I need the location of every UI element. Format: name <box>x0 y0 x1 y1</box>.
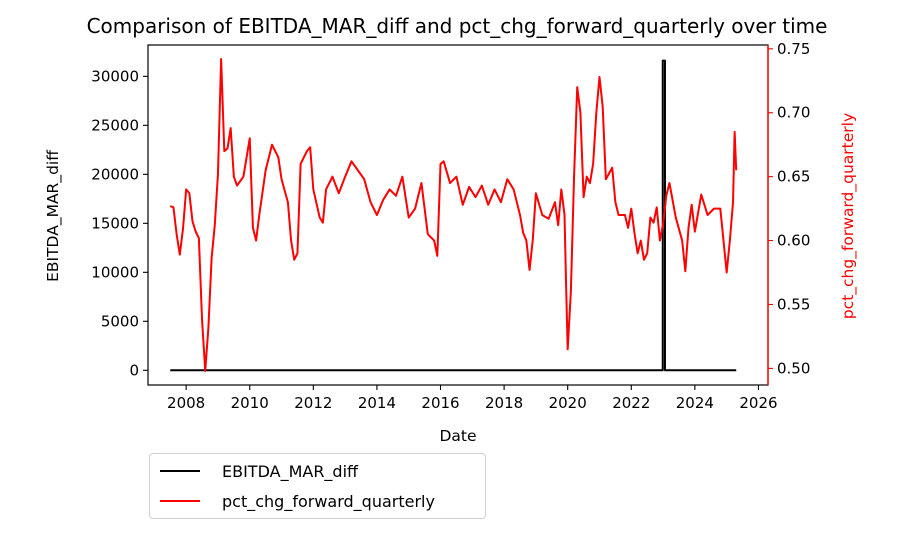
right-y-tick-label: 0.70 <box>777 104 810 122</box>
legend: EBITDA_MAR_diff pct_chg_forward_quarterl… <box>149 453 486 519</box>
x-tick-label: 2020 <box>549 394 587 412</box>
legend-item-pct-chg: pct_chg_forward_quarterly <box>160 490 435 512</box>
x-tick-label: 2014 <box>358 394 396 412</box>
x-tick-label: 2008 <box>167 394 205 412</box>
left-y-axis: 0 5000 10000 15000 20000 25000 30000 <box>91 67 148 379</box>
legend-swatch-ebitda <box>160 469 200 473</box>
left-y-tick-label: 25000 <box>91 116 139 134</box>
x-tick-label: 2010 <box>231 394 269 412</box>
legend-swatch-pct-chg <box>160 499 200 503</box>
left-y-tick-label: 20000 <box>91 165 139 183</box>
x-tick-label: 2024 <box>676 394 714 412</box>
left-y-tick-label: 10000 <box>91 263 139 281</box>
series-line-pct-chg-forward-quarterly <box>169 58 738 372</box>
right-y-tick-label: 0.65 <box>777 168 810 186</box>
left-y-tick-label: 0 <box>129 361 139 379</box>
x-tick-label: 2026 <box>739 394 777 412</box>
right-y-axis-label: pct_chg_forward_quarterly <box>839 113 858 319</box>
right-y-tick-label: 0.50 <box>777 359 810 377</box>
legend-label-pct-chg: pct_chg_forward_quarterly <box>222 491 435 511</box>
x-tick-label: 2022 <box>612 394 650 412</box>
right-y-tick-label: 0.60 <box>777 232 810 250</box>
left-y-tick-label: 30000 <box>91 67 139 85</box>
left-y-tick-label: 5000 <box>101 312 139 330</box>
x-tick-label: 2012 <box>294 394 332 412</box>
x-axis-label: Date <box>439 427 476 445</box>
legend-label-ebitda: EBITDA_MAR_diff <box>222 461 359 481</box>
series-line-ebitda-mar-diff <box>170 59 737 372</box>
x-tick-label: 2016 <box>421 394 459 412</box>
right-y-tick-label: 0.75 <box>777 40 810 58</box>
legend-item-ebitda: EBITDA_MAR_diff <box>160 460 358 482</box>
right-y-axis: 0.50 0.55 0.60 0.65 0.70 0.75 <box>767 40 810 385</box>
right-y-tick-label: 0.55 <box>777 295 810 313</box>
x-axis: 2008 2010 2012 2014 2016 2018 2020 2022 2024 2026 <box>167 385 778 412</box>
chart-title: Comparison of EBITDA_MAR_diff and pct_ch… <box>87 14 828 38</box>
x-tick-label: 2018 <box>485 394 523 412</box>
left-y-axis-label: EBITDA_MAR_diff <box>44 150 63 282</box>
series-layer <box>169 58 738 372</box>
left-y-tick-label: 15000 <box>91 214 139 232</box>
